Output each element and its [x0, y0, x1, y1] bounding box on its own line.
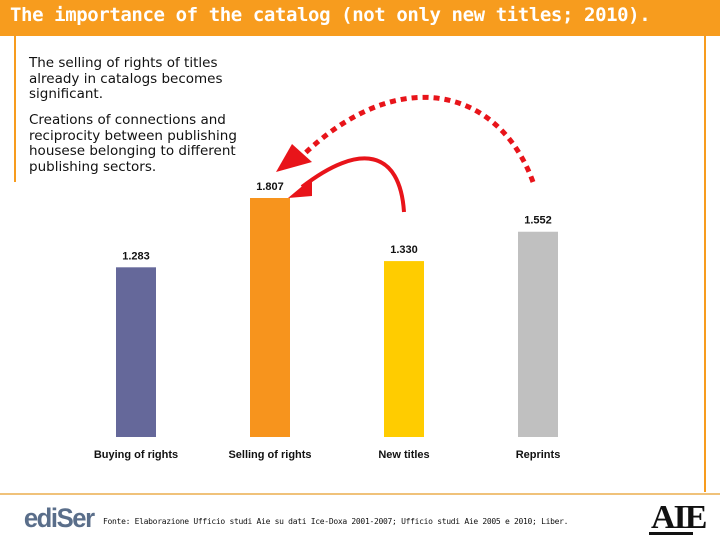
value-label: 1.807 [256, 181, 284, 193]
note-connections: Creations of connections and reciprocity… [29, 112, 237, 175]
ediser-logo: ediSer [23, 503, 95, 533]
arrows-group [276, 94, 536, 213]
category-label: Reprints [516, 449, 561, 461]
footer-divider [0, 493, 720, 495]
solid-arrow-head [288, 178, 312, 198]
page-title: The importance of the catalog (not only … [10, 4, 651, 26]
category-label: New titles [378, 449, 429, 461]
ediser-logo-text: ediSer [23, 503, 95, 533]
source-note: Fonte: Elaborazione Ufficio studi Aie su… [103, 517, 569, 526]
bar-selling-of-rights [250, 198, 290, 437]
bar-buying-of-rights [116, 267, 156, 437]
solid-arrow-new-titles-to-selling [300, 156, 406, 213]
dashed-arrow-head [276, 144, 312, 172]
note-selling-rights: The selling of rights of titles already … [29, 55, 223, 102]
title-bar: The importance of the catalog (not only … [0, 0, 720, 36]
dashed-arrow-reprints-to-selling [298, 94, 536, 183]
value-label: 1.283 [122, 250, 150, 262]
aie-logo: AIE [651, 499, 707, 536]
aie-logo-underline [649, 532, 693, 535]
value-label: 1.552 [524, 215, 552, 227]
value-label: 1.330 [390, 244, 418, 256]
frame-right-line [704, 36, 706, 492]
category-label: Selling of rights [228, 449, 311, 461]
bar-new-titles [384, 261, 424, 437]
frame-left-line [14, 36, 16, 182]
bars-group: 1.283 Buying of rights 1.807 Selling of rig… [94, 181, 560, 461]
bar-reprints [518, 231, 558, 437]
category-label: Buying of rights [94, 449, 178, 461]
